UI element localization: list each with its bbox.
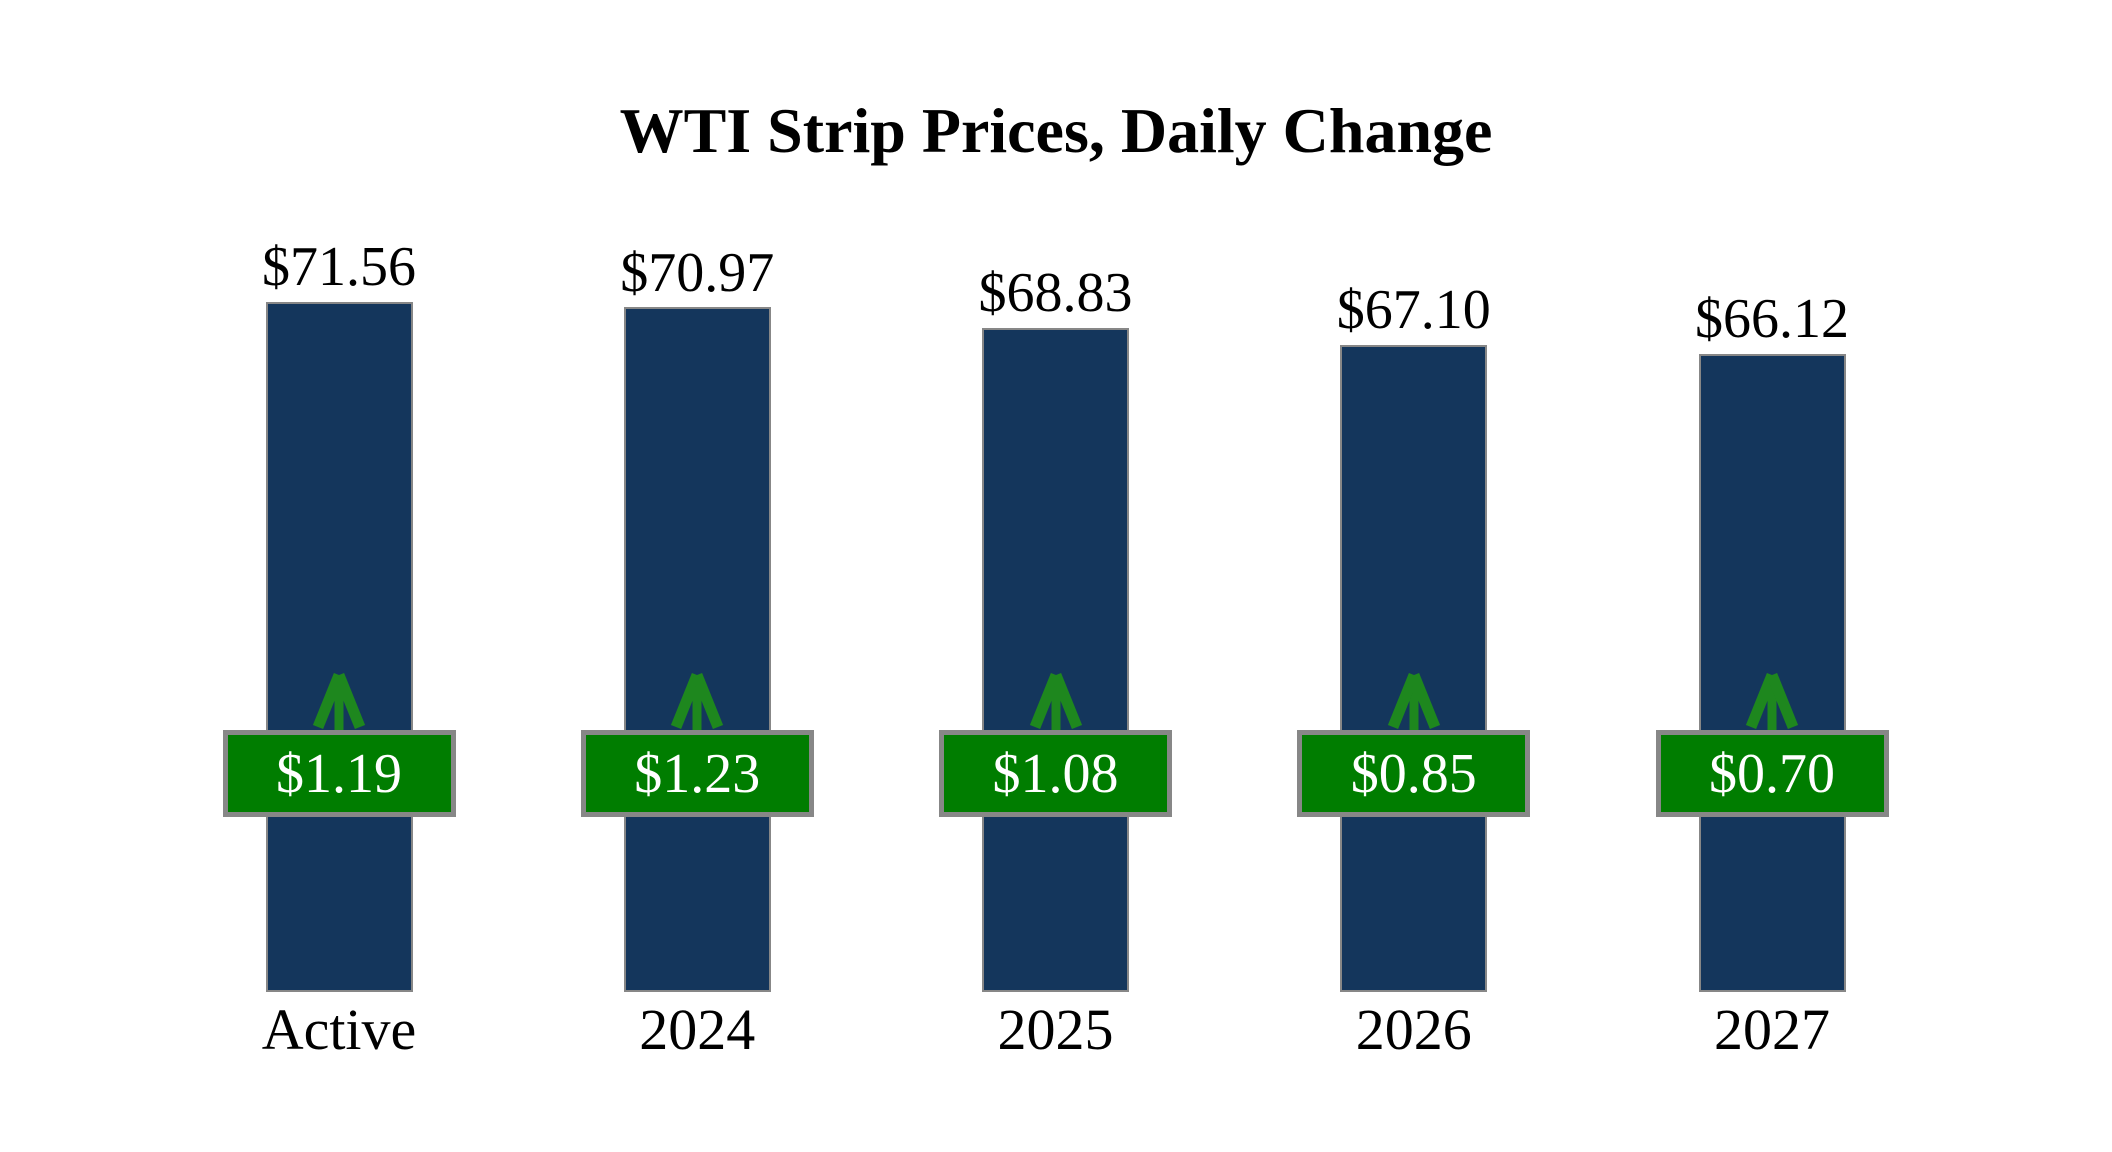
bar-group: $66.12 $0.70 2027	[1593, 0, 1951, 1152]
category-label: 2025	[997, 997, 1114, 1062]
price-bar	[1340, 344, 1488, 992]
up-arrow-icon	[312, 672, 366, 731]
price-label: $67.10	[1336, 278, 1491, 341]
price-label: $71.56	[262, 235, 416, 298]
price-label: $68.83	[978, 262, 1133, 325]
chart-title: WTI Strip Prices, Daily Change	[619, 95, 1493, 166]
price-label: $70.97	[620, 241, 775, 304]
price-label: $66.12	[1695, 288, 1849, 351]
category-label: 2027	[1714, 997, 1830, 1062]
up-arrow-icon	[671, 672, 724, 731]
up-arrow-icon	[1387, 672, 1440, 731]
bar-group: $67.10 $0.85 2026	[1235, 0, 1593, 1152]
change-badge: $1.19	[222, 730, 456, 817]
price-bar	[623, 307, 771, 992]
category-label: 2024	[639, 997, 756, 1062]
change-label: $1.08	[992, 742, 1119, 805]
price-bar	[982, 328, 1129, 992]
change-label: $0.85	[1350, 742, 1477, 805]
price-bar	[265, 301, 413, 992]
bar-group: $68.83 $1.08 2025	[877, 0, 1235, 1152]
change-badge: $0.70	[1655, 730, 1889, 817]
change-label: $1.23	[634, 742, 761, 805]
change-badge: $1.23	[580, 730, 814, 817]
up-arrow-icon	[1029, 672, 1082, 731]
up-arrow-icon	[1745, 672, 1799, 731]
change-badge: $1.08	[939, 730, 1172, 817]
category-label: Active	[261, 997, 417, 1062]
change-label: $0.70	[1709, 742, 1835, 805]
change-badge: $0.85	[1297, 730, 1531, 817]
change-label: $1.19	[276, 742, 402, 805]
category-label: 2026	[1355, 997, 1472, 1062]
price-bar	[1698, 354, 1846, 992]
bar-group: $71.56 $1.19 Active	[160, 0, 518, 1152]
bar-group: $70.97 $1.23 2024	[518, 0, 876, 1152]
